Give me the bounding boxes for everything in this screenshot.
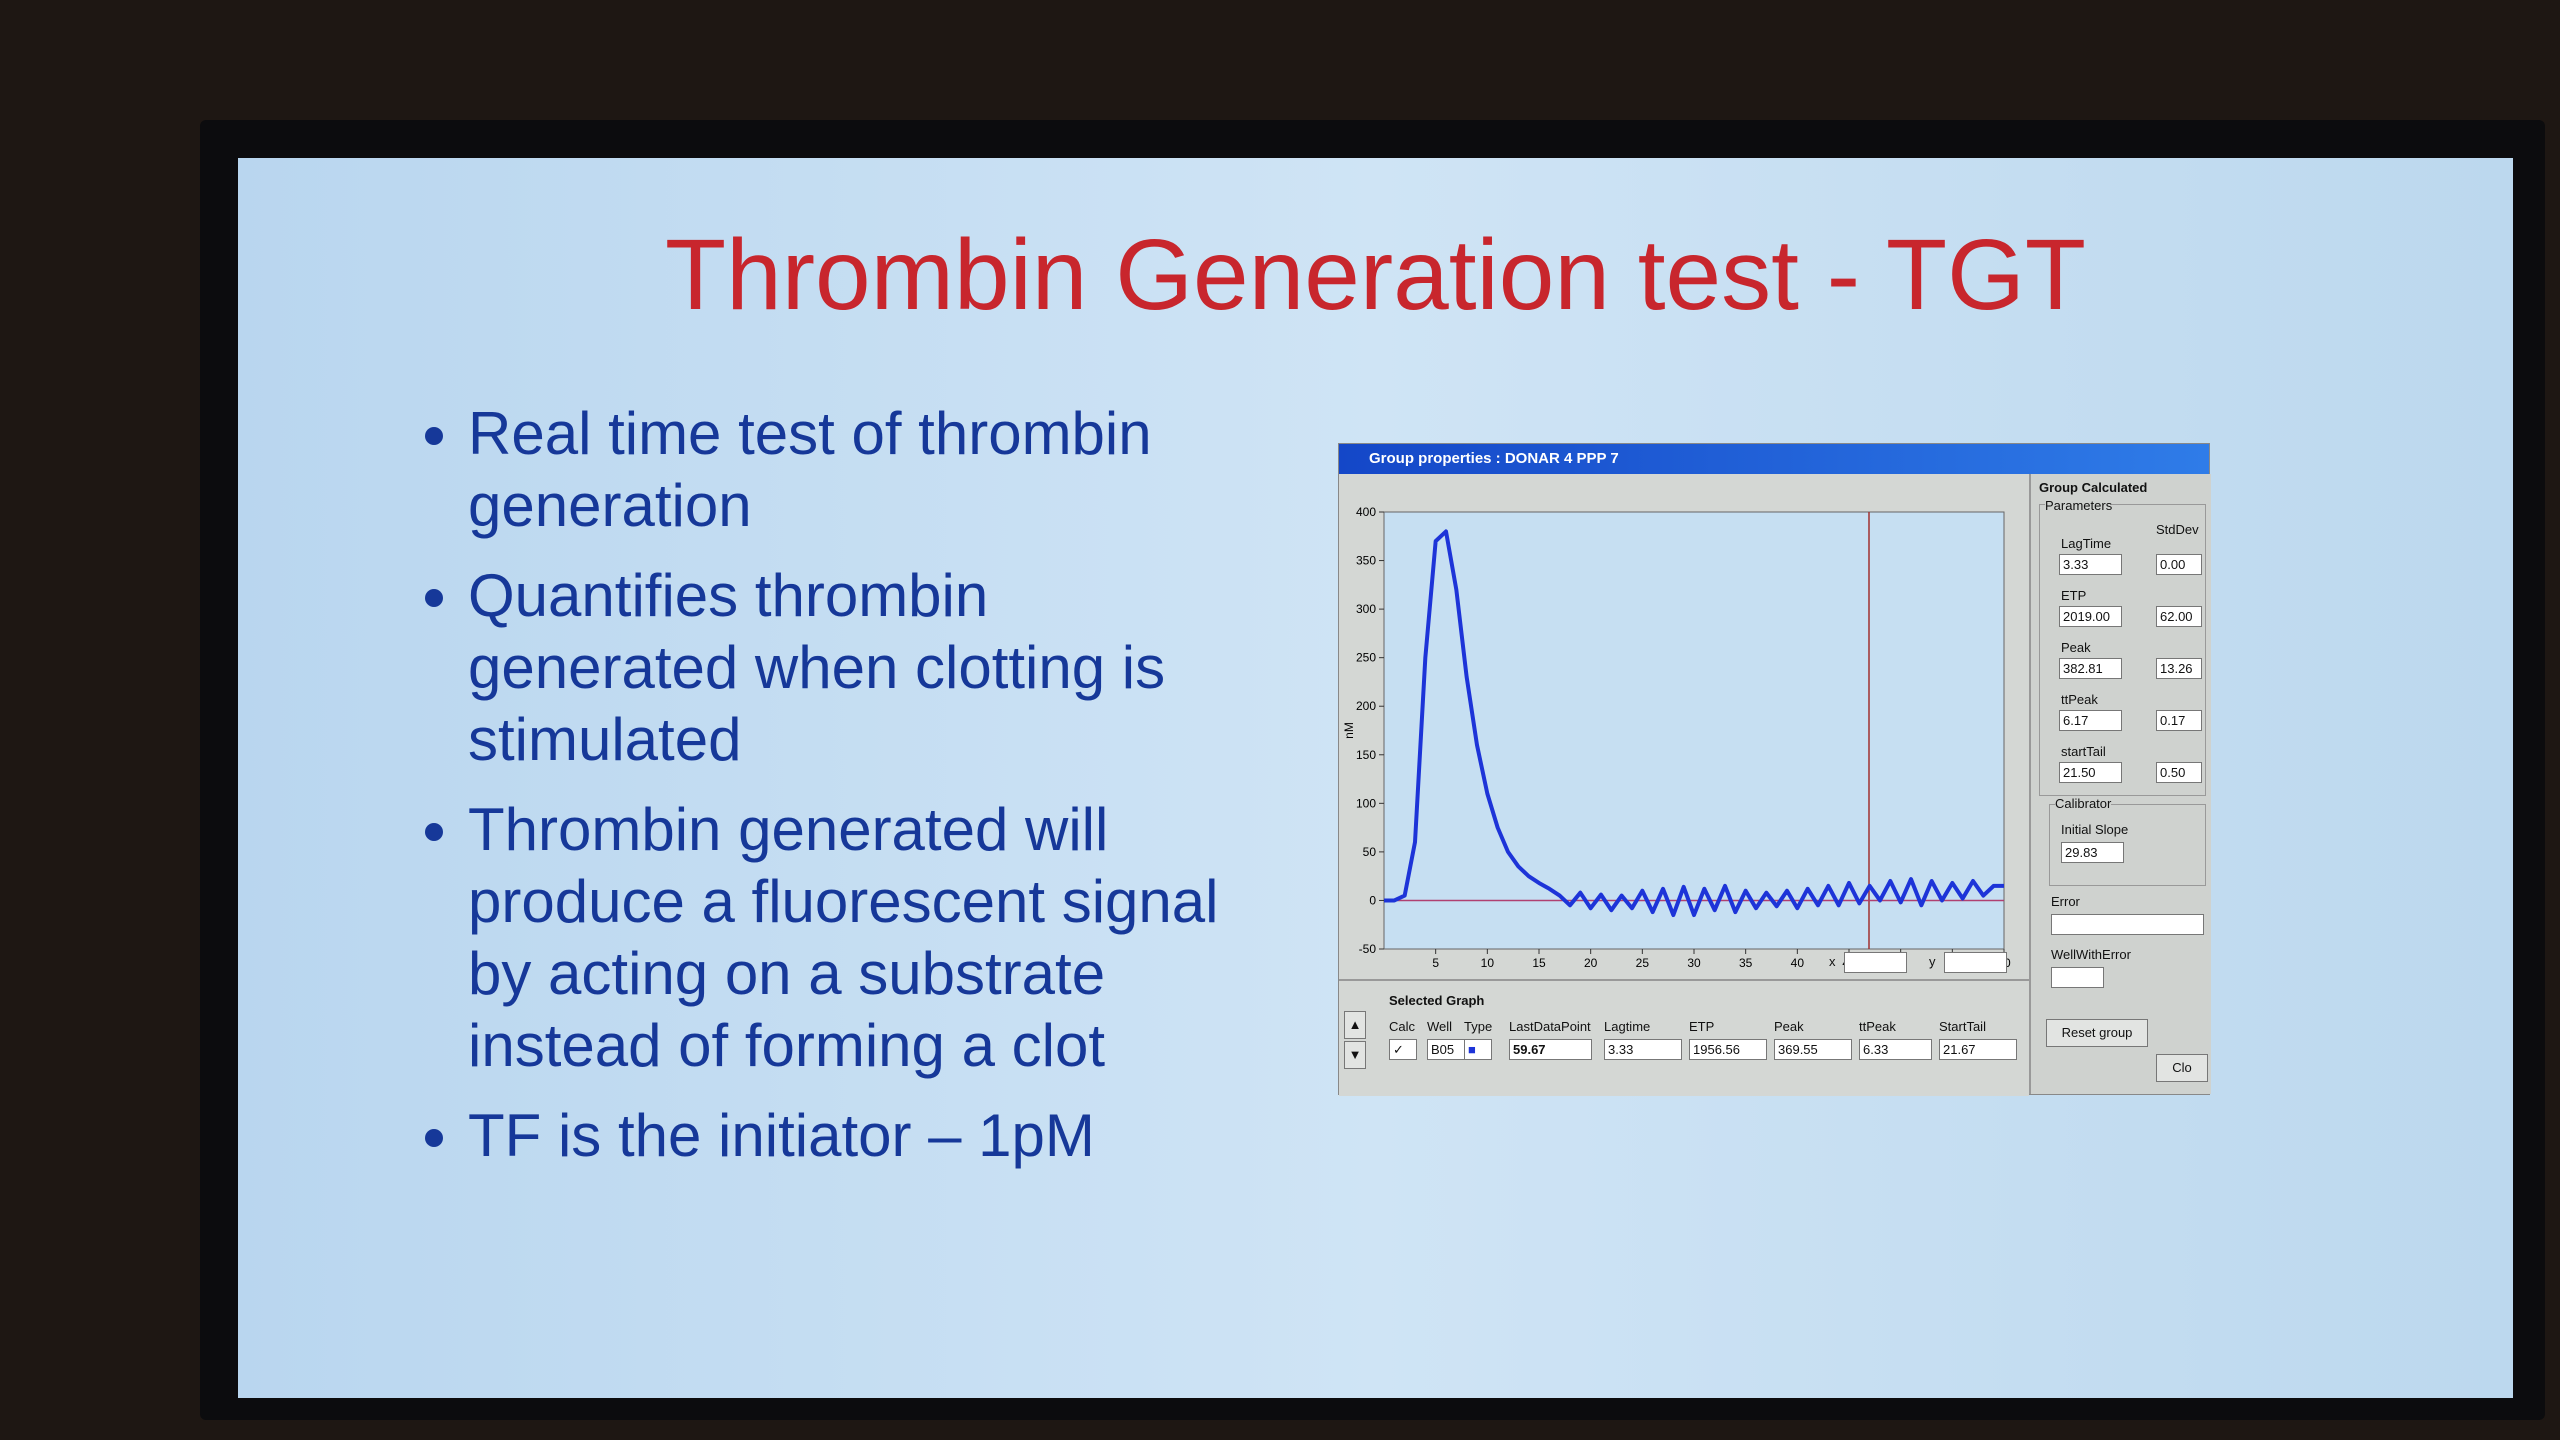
x-tick-label: 35 [1739,956,1753,970]
column-value: ✓ [1389,1039,1417,1060]
app-window: Group properties : DONAR 4 PPP 7 -50 0 50 1… [1338,443,2211,1096]
param-std: 0.17 [2156,710,2202,731]
param-value: 2019.00 [2059,606,2122,627]
y-tick-label: -50 [1359,942,1377,956]
calibrator-label: Initial Slope [2061,822,2129,837]
param-label: LagTime [2061,536,2112,551]
y-tick-label: 350 [1356,554,1376,568]
data-line [1384,529,2004,918]
column-label: ETP [1689,1019,1715,1034]
column-label: ttPeak [1859,1019,1896,1034]
param-std: 13.26 [2156,658,2202,679]
param-std: 0.50 [2156,762,2202,783]
selected-title: Selected Graph [1389,993,1485,1008]
y-tick-label: 150 [1356,748,1376,762]
column-value: 6.33 [1859,1039,1932,1060]
y-tick-label: 0 [1369,893,1376,907]
cursor-x-box[interactable] [1844,952,1907,973]
cursor-y-label: y [1929,954,1936,969]
cursor-x-label: x [1829,954,1836,969]
bullet: Quantifies thrombin generated when clott… [468,560,1248,776]
param-label: ttPeak [2061,692,2098,707]
param-label: ETP [2061,588,2087,603]
param-std: 62.00 [2156,606,2202,627]
selected-graph: Selected Graph ▲ ▼ Calc ✓ Well B05 Type ■ Last… [1339,979,2029,1096]
param-value: 6.17 [2059,710,2122,731]
param-value: 3.33 [2059,554,2122,575]
column-value: 1956.56 [1689,1039,1767,1060]
column-label: StartTail [1939,1019,1986,1034]
column-label: LastDataPoint [1509,1019,1591,1034]
y-tick-label: 50 [1363,845,1377,859]
x-tick-label: 25 [1636,956,1650,970]
param-std: 0.00 [2156,554,2202,575]
y-tick-label: 100 [1356,796,1376,810]
y-tick-label: 300 [1356,602,1376,616]
parameters-title: Parameters [2045,498,2113,513]
column-label: Peak [1774,1019,1804,1034]
column-label: Calc [1389,1019,1416,1034]
y-axis-label: nM [1342,722,1356,739]
x-tick-label: 15 [1532,956,1546,970]
error-label: Error [2051,894,2080,909]
slide-title: Thrombin Generation test - TGT [665,219,2086,331]
group-panel: Group Calculated Parameters StdDev Calib… [2029,474,2211,1094]
param-label: Peak [2061,640,2091,655]
calibrator-group [2049,804,2206,886]
x-tick-label: 40 [1791,956,1805,970]
panel-title: Group Calculated [2039,480,2148,495]
error-box [2051,914,2204,935]
cursor-y-box[interactable] [1944,952,2007,973]
well-error-label: WellWithError [2051,947,2131,962]
slide: Thrombin Generation test - TGT Real time… [238,158,2513,1398]
close-button[interactable]: Clo [2156,1054,2208,1082]
x-tick-label: 5 [1432,956,1439,970]
reset-button[interactable]: Reset group [2046,1019,2148,1047]
param-value: 382.81 [2059,658,2122,679]
bullet: TF is the initiator – 1pM [468,1100,1248,1172]
column-value: 21.67 [1939,1039,2017,1060]
down-button[interactable]: ▼ [1344,1041,1366,1069]
plot-area [1383,511,2005,950]
y-tick-label: 400 [1356,505,1376,519]
std-label: StdDev [2156,522,2199,537]
x-tick-label: 30 [1687,956,1701,970]
y-tick-label: 250 [1356,651,1376,665]
bullet: Thrombin generated will produce a fluore… [468,794,1248,1082]
calibrator-title: Calibrator [2055,796,2112,811]
y-tick-label: 200 [1356,699,1376,713]
column-value: 3.33 [1604,1039,1682,1060]
chart: -50 0 50 100 150 200 250 300 350 400 5 10 15 20 25 30 35… [1342,505,2011,970]
column-value: 59.67 [1509,1039,1592,1060]
column-value: B05 [1427,1039,1465,1060]
bullet: Real time test of thrombin generation [468,398,1248,542]
column-value: 369.55 [1774,1039,1852,1060]
column-label: Lagtime [1604,1019,1651,1034]
column-label: Well [1427,1019,1453,1034]
parameters-group [2039,504,2206,796]
x-tick-label: 20 [1584,956,1598,970]
x-tick-label: 10 [1481,956,1495,970]
window-title: Group properties : DONAR 4 PPP 7 [1339,444,2209,474]
column-label: Type [1464,1019,1493,1034]
column-value: ■ [1464,1039,1492,1060]
bullet-list: Real time test of thrombin generation Qu… [408,398,1248,1190]
param-label: startTail [2061,744,2106,759]
up-button[interactable]: ▲ [1344,1011,1366,1039]
param-value: 21.50 [2059,762,2122,783]
well-error-box [2051,967,2104,988]
plot-region: -50 0 50 100 150 200 250 300 350 400 5 10 15 20 25 30 35… [1339,474,2029,979]
calibrator-value: 29.83 [2061,842,2124,863]
